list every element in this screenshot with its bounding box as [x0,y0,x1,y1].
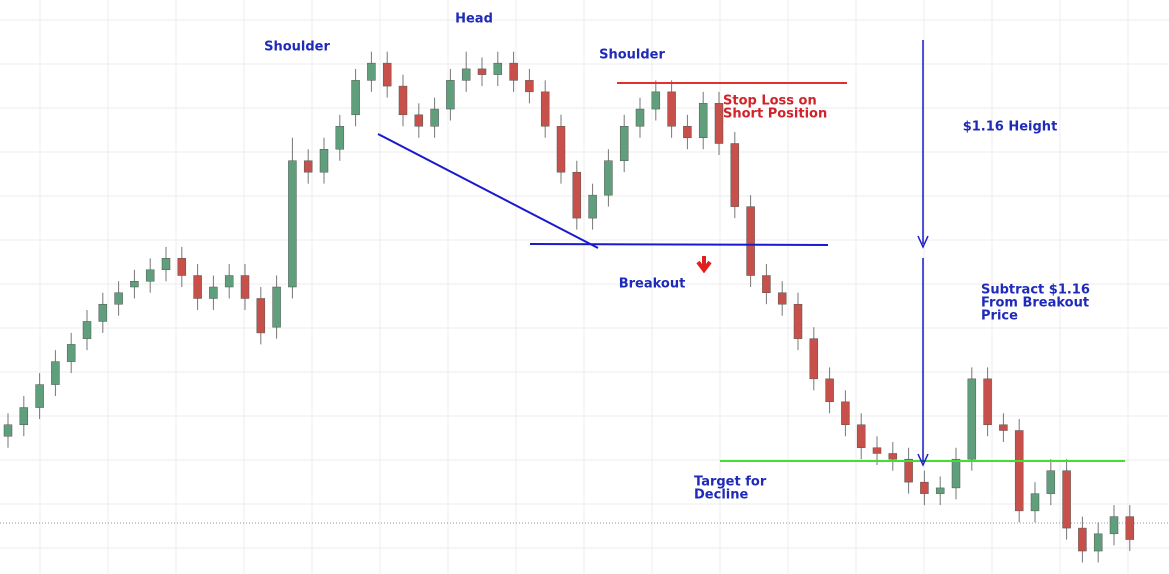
candle-body [193,275,202,299]
candle-body [82,321,92,339]
candle-body [1062,470,1071,529]
candle-body [651,91,661,110]
candle-body [825,378,834,403]
candle-body [730,143,740,207]
target-label: Decline [694,488,748,503]
candle-body [935,487,945,494]
candle-body [572,171,582,219]
candle-body [525,80,534,93]
candle-body [967,378,977,460]
candle-body [714,103,724,144]
candle-body [446,80,455,110]
candle-body [619,126,629,161]
candle-body [177,258,187,276]
candle-body [1109,516,1119,535]
target-label: Target for [694,475,767,490]
candle-body [335,126,345,150]
breakout-label: Breakout [619,277,686,292]
candle-body [683,126,692,139]
candle-body [983,378,992,426]
candle-body [667,91,676,127]
candle-body [130,281,139,288]
trend-line [377,133,599,249]
candle-body [145,269,155,282]
candle-body [888,453,898,460]
head-label: Head [455,12,493,27]
candle-body [461,68,471,81]
shoulder-label: Shoulder [264,40,330,55]
candle-body [1046,470,1056,494]
candle-body [3,424,13,437]
candle-body [493,62,503,75]
candle-body [240,275,250,299]
candle-body [841,401,850,426]
candles [3,51,1135,563]
candle-body [588,194,597,219]
stop_loss-label: Stop Loss on [723,94,817,109]
candle-body [746,206,755,276]
subtract-label: Subtract $1.16 [981,283,1090,298]
candle-body [872,447,882,454]
candle-body [35,384,44,408]
candle-body [1125,516,1135,540]
candle-body [367,62,376,81]
candle-body [951,458,961,489]
candle-body [856,424,866,448]
candle-body [414,114,424,127]
candle-body [1093,533,1103,552]
subtract-arrowhead [917,453,929,467]
candle-body [999,424,1008,431]
candle-body [1014,430,1024,512]
candle-body [114,292,123,305]
candle-body [66,344,76,362]
subtract-label: Price [981,309,1018,324]
candle-body [1078,527,1087,552]
candle-body [288,160,297,288]
candle-body [161,258,171,271]
candle-body [809,338,819,380]
candle-body [256,298,266,334]
candle-body [920,481,929,494]
candle-body [51,361,60,385]
candle-body [698,103,708,139]
candle-body [540,91,550,127]
candle-body [604,160,613,196]
candle-body [224,275,234,288]
candle-body [303,160,313,173]
candle-body [556,126,566,173]
candle-body [1030,493,1040,512]
candle-body [351,80,360,116]
candle-body [319,148,329,173]
candle-body [209,286,218,299]
candle-body [19,407,29,426]
candle-body [477,68,487,75]
breakout-arrow [696,256,712,274]
height-arrowhead [917,235,929,249]
candle-body [272,286,281,328]
candle-body [98,303,108,322]
candle-body [793,303,803,339]
candle-body [777,292,787,305]
subtract-label: From Breakout [981,296,1089,311]
candle-body [509,62,518,81]
candle-body [904,458,913,483]
height-label: $1.16 Height [963,120,1058,135]
candle-body [430,108,439,127]
shoulder-label: Shoulder [599,48,665,63]
candle-body [762,275,771,293]
candle-body [635,108,645,127]
candle-body [398,85,408,116]
neckline [529,243,829,246]
candle-body [382,62,392,87]
stop_loss-label: Short Position [723,107,827,122]
annotations: Head Shoulder Shoulder $1.16 Height Brea… [264,12,1090,503]
